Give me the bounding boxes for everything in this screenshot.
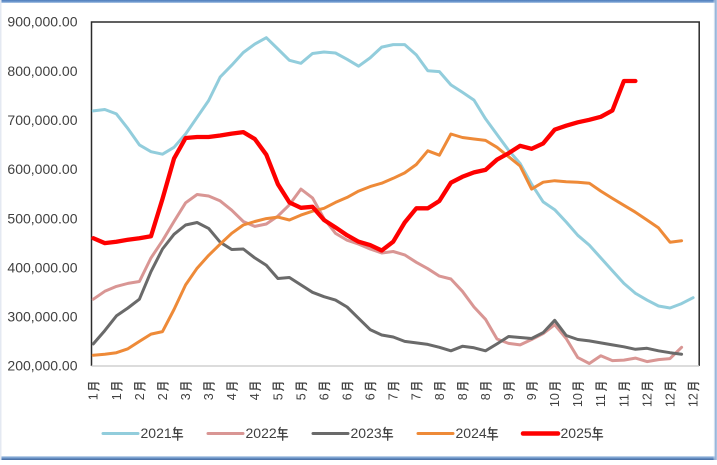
svg-text:700,000.00: 700,000.00	[7, 112, 77, 128]
svg-text:2021: 2021	[141, 425, 172, 441]
svg-text:3: 3	[179, 393, 193, 400]
svg-text:3: 3	[202, 393, 216, 400]
svg-text:12: 12	[663, 393, 677, 407]
svg-text:5: 5	[271, 393, 285, 400]
svg-text:8: 8	[433, 393, 447, 400]
svg-text:6: 6	[341, 393, 355, 400]
svg-text:8: 8	[479, 393, 493, 400]
svg-text:6: 6	[317, 393, 331, 400]
svg-text:2023: 2023	[351, 425, 382, 441]
svg-text:8: 8	[456, 393, 470, 400]
svg-text:1: 1	[110, 393, 124, 400]
svg-text:9: 9	[525, 393, 539, 400]
svg-text:12: 12	[640, 393, 654, 407]
svg-text:12: 12	[687, 393, 701, 407]
svg-text:500,000.00: 500,000.00	[7, 210, 77, 226]
svg-text:1: 1	[87, 393, 101, 400]
svg-text:7: 7	[410, 393, 424, 400]
svg-text:2022: 2022	[246, 425, 277, 441]
svg-text:4: 4	[248, 393, 262, 400]
svg-text:200,000.00: 200,000.00	[7, 358, 77, 374]
svg-text:2: 2	[133, 393, 147, 400]
svg-text:400,000.00: 400,000.00	[7, 259, 77, 275]
svg-text:2: 2	[156, 393, 170, 400]
svg-text:6: 6	[364, 393, 378, 400]
svg-text:900,000.00: 900,000.00	[7, 14, 77, 30]
svg-text:2025: 2025	[561, 425, 592, 441]
svg-text:300,000.00: 300,000.00	[7, 309, 77, 325]
svg-text:600,000.00: 600,000.00	[7, 161, 77, 177]
svg-text:10: 10	[548, 393, 562, 407]
svg-text:11: 11	[617, 394, 631, 407]
svg-text:11: 11	[594, 394, 608, 407]
svg-text:7: 7	[387, 393, 401, 400]
svg-text:9: 9	[502, 393, 516, 400]
svg-text:10: 10	[571, 393, 585, 407]
svg-text:800,000.00: 800,000.00	[7, 63, 77, 79]
svg-text:2024: 2024	[456, 425, 487, 441]
svg-text:5: 5	[294, 393, 308, 400]
svg-text:4: 4	[225, 393, 239, 400]
